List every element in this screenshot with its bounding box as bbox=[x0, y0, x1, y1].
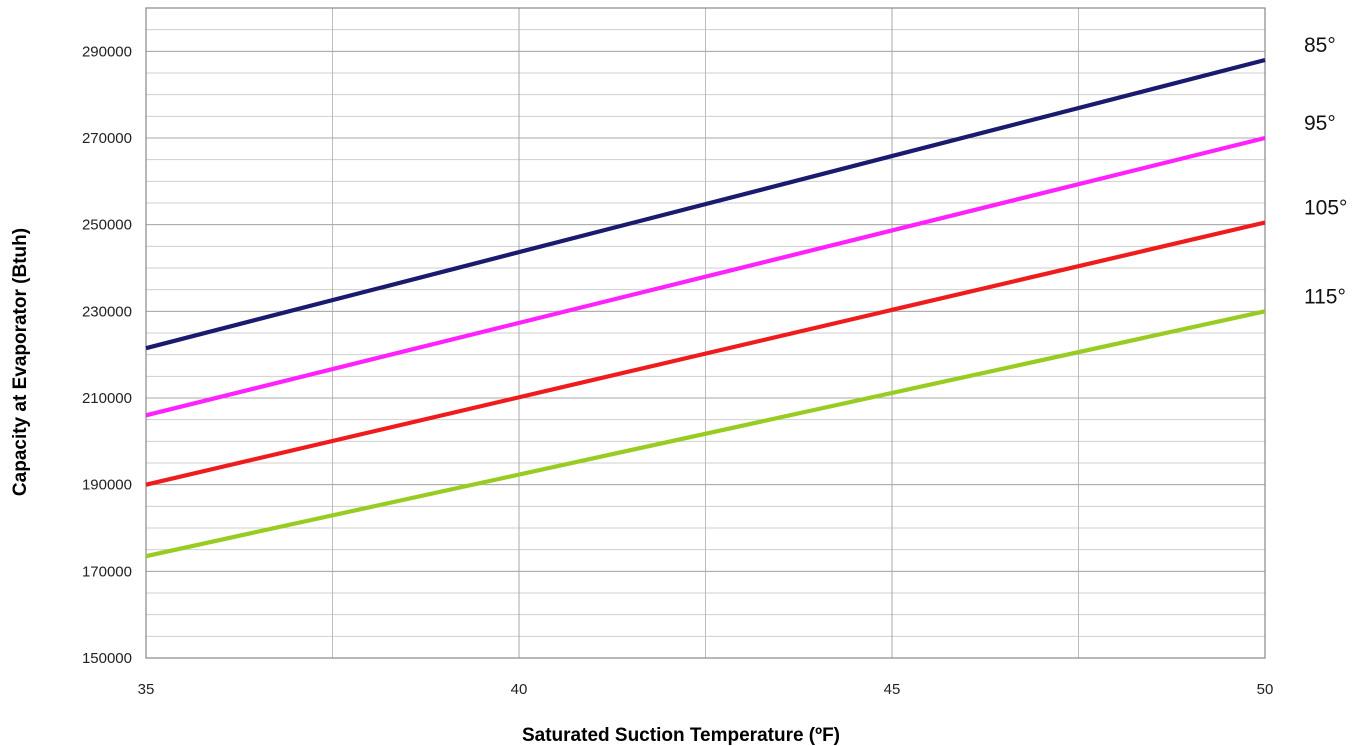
series-line bbox=[145, 57, 1266, 351]
series-label: 115° bbox=[1304, 285, 1346, 308]
plot-border bbox=[145, 7, 1266, 659]
series-lines bbox=[145, 57, 1266, 559]
x-tick-labels: 35 40 45 50 bbox=[138, 681, 1274, 698]
grid-minor bbox=[146, 8, 1265, 658]
y-axis-title: Capacity at Evaporator (Btuh) bbox=[10, 228, 31, 496]
y-tick-label: 190000 bbox=[82, 477, 132, 494]
x-tick-label: 50 bbox=[1257, 681, 1274, 698]
series-label: 95° bbox=[1304, 112, 1336, 135]
series-line bbox=[145, 309, 1266, 559]
x-tick-label: 40 bbox=[511, 681, 528, 698]
y-tick-label: 230000 bbox=[82, 303, 132, 320]
y-tick-label: 250000 bbox=[82, 217, 132, 234]
x-tick-label: 45 bbox=[884, 681, 901, 698]
plot-frame bbox=[145, 7, 1266, 659]
y-tick-label: 290000 bbox=[82, 43, 132, 60]
series-label: 85° bbox=[1304, 34, 1336, 57]
y-tick-label: 270000 bbox=[82, 130, 132, 147]
x-axis-title: Saturated Suction Temperature (ºF) bbox=[522, 725, 840, 746]
x-tick-label: 35 bbox=[138, 681, 155, 698]
series-labels: 85° 95° 105° 115° bbox=[1304, 34, 1347, 308]
y-tick-label: 170000 bbox=[82, 563, 132, 580]
y-tick-label: 210000 bbox=[82, 390, 132, 407]
series-label: 105° bbox=[1304, 197, 1347, 220]
y-tick-labels: 150000 170000 190000 210000 230000 250000 2700… bbox=[82, 43, 132, 667]
series-line bbox=[145, 135, 1266, 418]
y-tick-label: 150000 bbox=[82, 650, 132, 667]
series-line bbox=[145, 220, 1266, 487]
